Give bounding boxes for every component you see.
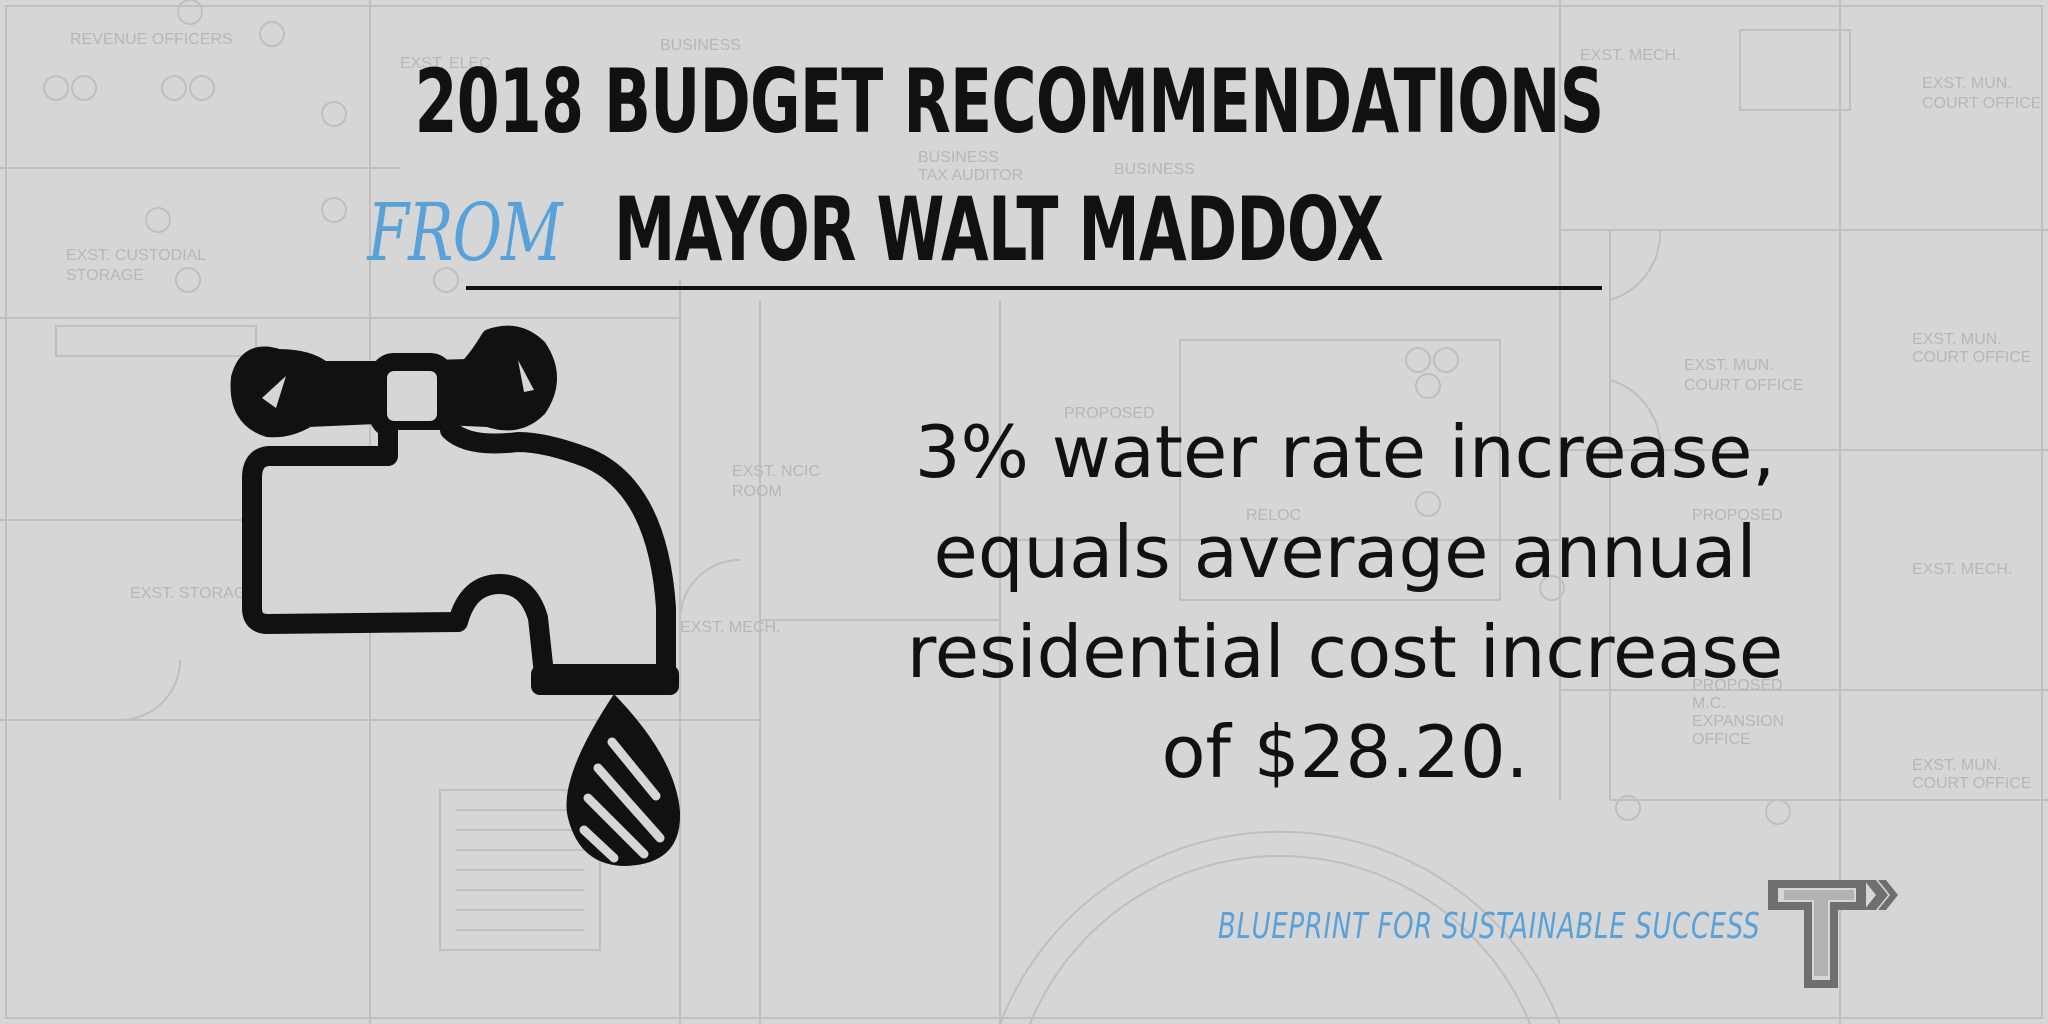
- svg-text:PROPOSED: PROPOSED: [1692, 677, 1783, 694]
- title-from-word: FROM: [367, 186, 563, 279]
- message-line: residential cost increase: [906, 610, 1784, 694]
- svg-text:EXST. MUN.: EXST. MUN.: [1912, 757, 2002, 774]
- svg-text:EXST. MECH.: EXST. MECH.: [1580, 47, 1680, 64]
- svg-text:EXST. MUN.: EXST. MUN.: [1684, 357, 1774, 374]
- svg-text:COURT OFFICE: COURT OFFICE: [1684, 377, 1803, 394]
- svg-text:EXST. NCIC: EXST. NCIC: [732, 463, 820, 480]
- svg-text:EXPANSION: EXPANSION: [1692, 713, 1784, 730]
- water-faucet-icon: [230, 325, 681, 866]
- svg-text:EXST. MUN.: EXST. MUN.: [1912, 331, 2002, 348]
- svg-text:EXST. MUN.: EXST. MUN.: [1922, 75, 2012, 92]
- svg-text:EXST. CUSTODIAL: EXST. CUSTODIAL: [66, 247, 206, 264]
- svg-text:COURT OFFICE: COURT OFFICE: [1912, 775, 2031, 792]
- message-line: equals average annual: [933, 510, 1757, 594]
- message-line: 3% water rate increase,: [914, 410, 1776, 494]
- svg-text:TAX AUDITOR: TAX AUDITOR: [918, 167, 1023, 184]
- title-mayor-name: MAYOR WALT MADDOX: [614, 178, 1384, 281]
- svg-text:ROOM: ROOM: [732, 483, 782, 500]
- svg-text:PROPOSED: PROPOSED: [1064, 405, 1155, 422]
- footer-tagline: BLUEPRINT FOR SUSTAINABLE SUCCESS: [1218, 906, 1761, 947]
- t-arrow-logo: [1768, 880, 1898, 988]
- message-line: of $28.20.: [1161, 710, 1529, 794]
- svg-text:COURT OFFICE: COURT OFFICE: [1912, 349, 2031, 366]
- svg-text:EXST. MECH.: EXST. MECH.: [680, 619, 780, 636]
- svg-text:COURT OFFICE: COURT OFFICE: [1922, 95, 2041, 112]
- svg-text:M.C.: M.C.: [1692, 695, 1726, 712]
- svg-text:EXST. MECH.: EXST. MECH.: [1912, 561, 2012, 578]
- water-rate-message: 3% water rate increase, equals average a…: [820, 402, 1870, 802]
- svg-text:BUSINESS: BUSINESS: [660, 37, 741, 54]
- svg-text:BUSINESS: BUSINESS: [918, 149, 999, 166]
- page-title-line1: 2018 BUDGET RECOMMENDATIONS: [414, 50, 1604, 153]
- svg-text:RELOC: RELOC: [1246, 507, 1301, 524]
- svg-text:PROPOSED: PROPOSED: [1692, 507, 1783, 524]
- svg-text:BUSINESS: BUSINESS: [1114, 161, 1195, 178]
- svg-text:STORAGE: STORAGE: [66, 267, 144, 284]
- svg-text:OFFICE: OFFICE: [1692, 731, 1751, 748]
- svg-text:REVENUE OFFICERS: REVENUE OFFICERS: [70, 31, 233, 48]
- page-title-line2: FROM MAYOR WALT MADDOX: [0, 178, 2048, 281]
- svg-text:EXST. ELEC: EXST. ELEC: [400, 55, 491, 72]
- title-divider: [466, 286, 1602, 290]
- svg-text:EXST. STORAGE: EXST. STORAGE: [130, 585, 257, 602]
